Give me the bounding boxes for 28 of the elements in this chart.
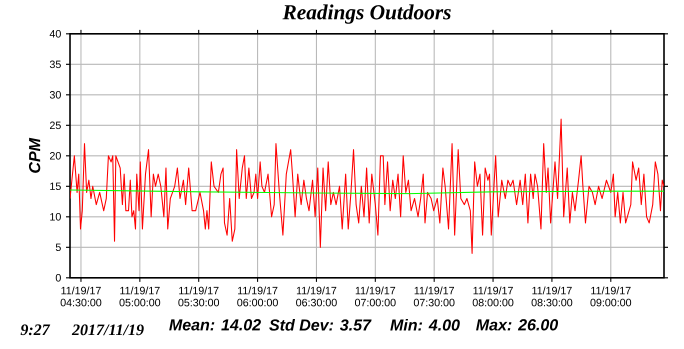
y-tick-label: 15	[50, 182, 61, 190]
y-tick-label: 35	[50, 60, 61, 68]
text: 2017/11/19	[72, 324, 144, 336]
text: 9:27	[20, 324, 50, 336]
line-series	[70, 118, 664, 254]
y-tick-label: 30	[50, 91, 61, 99]
x-tick-label: 11/19/17 07:30:00	[414, 286, 455, 306]
y-tick-label: 40	[50, 30, 61, 38]
y-tick-label: 5	[56, 244, 61, 252]
y-axis-title: CPM	[28, 138, 40, 173]
x-tick-label: 11/19/17 04:30:00	[60, 286, 102, 306]
x-tick-label: 11/19/17 05:00:00	[119, 286, 160, 306]
text: Std Dev: 3.57	[269, 319, 372, 331]
y-tick-label: 25	[50, 122, 61, 130]
x-tick-label: 11/19/17 08:00:00	[472, 286, 514, 306]
chart-title: Readings Outdoors	[282, 4, 451, 24]
y-tick-label: 20	[50, 152, 61, 160]
y-tick-label: 10	[50, 213, 61, 221]
x-tick-label: 11/19/17 08:30:00	[532, 286, 572, 306]
text: Mean: 14.02	[169, 319, 261, 331]
text: Max: 26.00	[476, 319, 558, 331]
x-tick-label: 11/19/17 07:00:00	[354, 286, 396, 306]
y-tick-label: 0	[56, 274, 61, 282]
x-tick-label: 11/19/17 06:30:00	[296, 286, 337, 306]
x-tick-label: 11/19/17 09:00:00	[590, 286, 632, 306]
x-tick-label: 11/19/17 05:30:00	[178, 286, 220, 306]
text: Min: 4.00	[390, 319, 460, 331]
x-tick-label: 11/19/17 06:00:00	[237, 286, 278, 306]
